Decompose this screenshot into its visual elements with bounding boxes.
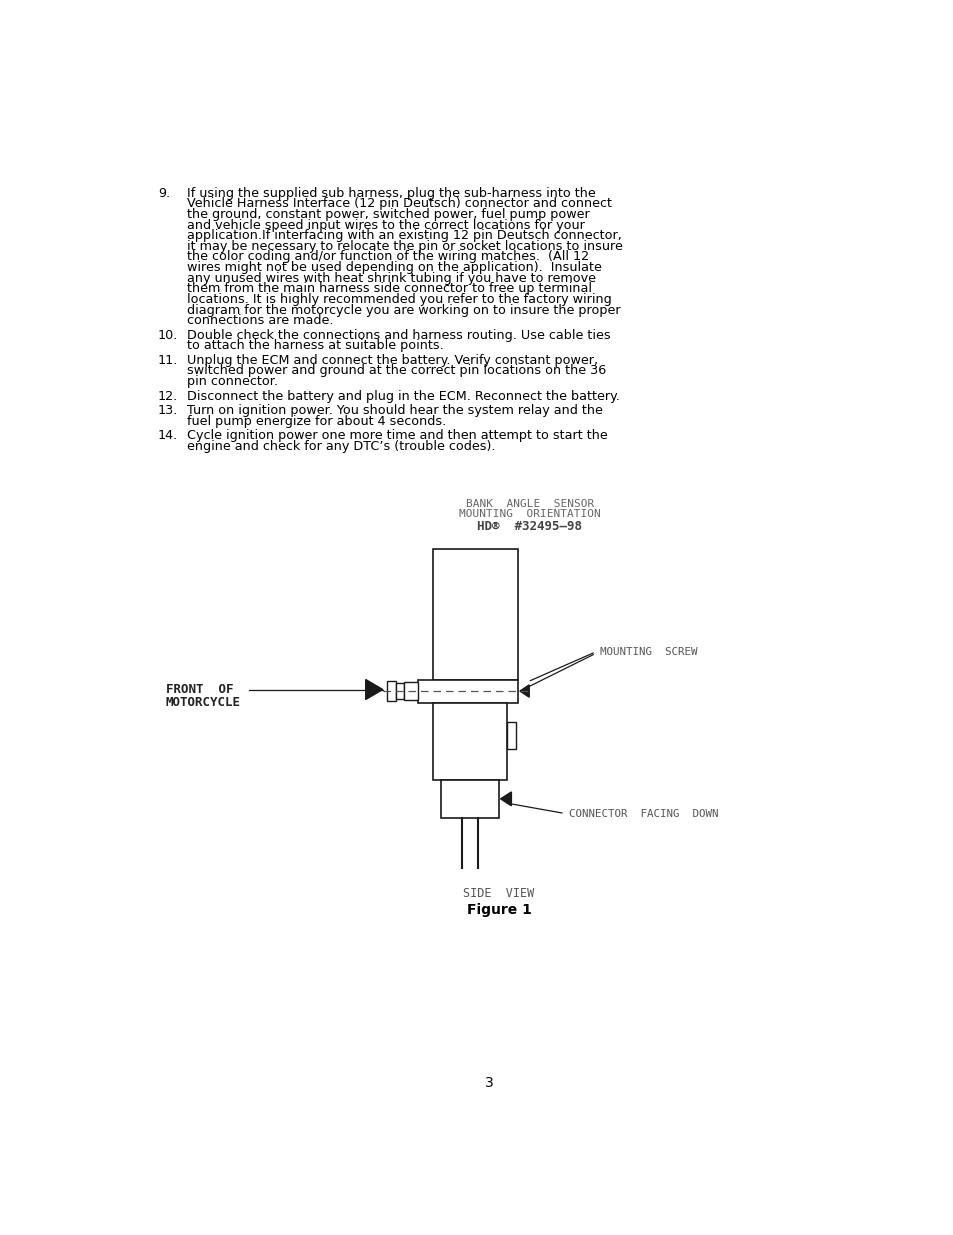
Bar — [506, 721, 516, 748]
Text: application.If interfacing with an existing 12 pin Deutsch connector,: application.If interfacing with an exist… — [187, 230, 621, 242]
Bar — [386, 680, 395, 701]
Text: MOTORCYCLE: MOTORCYCLE — [166, 695, 240, 709]
Text: pin connector.: pin connector. — [187, 375, 278, 388]
Text: and vehicle speed input wires to the correct locations for your: and vehicle speed input wires to the cor… — [187, 219, 585, 232]
Text: BANK  ANGLE  SENSOR: BANK ANGLE SENSOR — [465, 499, 594, 509]
Text: fuel pump energize for about 4 seconds.: fuel pump energize for about 4 seconds. — [187, 415, 446, 427]
Text: Unplug the ECM and connect the battery. Verify constant power,: Unplug the ECM and connect the battery. … — [187, 353, 598, 367]
Text: switched power and ground at the correct pin locations on the 36: switched power and ground at the correct… — [187, 364, 606, 378]
Text: 14.: 14. — [158, 429, 178, 442]
Text: FRONT  OF: FRONT OF — [166, 683, 233, 697]
Text: wires might not be used depending on the application).  Insulate: wires might not be used depending on the… — [187, 261, 601, 274]
Text: 13.: 13. — [158, 404, 178, 417]
Text: the color coding and/or function of the wiring matches.  (All 12: the color coding and/or function of the … — [187, 251, 589, 263]
Text: MOUNTING  SCREW: MOUNTING SCREW — [599, 647, 697, 657]
Text: Turn on ignition power. You should hear the system relay and the: Turn on ignition power. You should hear … — [187, 404, 602, 417]
Text: any unused wires with heat shrink tubing if you have to remove: any unused wires with heat shrink tubing… — [187, 272, 596, 285]
Bar — [433, 703, 506, 779]
Bar — [395, 683, 403, 699]
Polygon shape — [519, 685, 529, 698]
Text: HD®  #32495–98: HD® #32495–98 — [477, 520, 582, 534]
Text: SIDE  VIEW: SIDE VIEW — [463, 888, 534, 900]
Bar — [440, 779, 498, 818]
Text: MOUNTING  ORIENTATION: MOUNTING ORIENTATION — [458, 509, 600, 520]
Text: locations. It is highly recommended you refer to the factory wiring: locations. It is highly recommended you … — [187, 293, 612, 306]
Bar — [417, 679, 517, 703]
Text: CONNECTOR  FACING  DOWN: CONNECTOR FACING DOWN — [568, 809, 718, 819]
Text: the ground, constant power, switched power, fuel pump power: the ground, constant power, switched pow… — [187, 207, 590, 221]
Text: Vehicle Harness Interface (12 pin Deutsch) connector and connect: Vehicle Harness Interface (12 pin Deutsc… — [187, 198, 612, 210]
Bar — [403, 682, 417, 700]
Text: 11.: 11. — [158, 353, 178, 367]
Text: Figure 1: Figure 1 — [466, 903, 531, 916]
Bar — [433, 548, 517, 679]
Text: If using the supplied sub harness, plug the sub-harness into the: If using the supplied sub harness, plug … — [187, 186, 596, 200]
Text: 10.: 10. — [158, 329, 178, 342]
Text: it may be necessary to relocate the pin or socket locations to insure: it may be necessary to relocate the pin … — [187, 240, 622, 253]
Text: 9.: 9. — [158, 186, 170, 200]
Text: Disconnect the battery and plug in the ECM. Reconnect the battery.: Disconnect the battery and plug in the E… — [187, 389, 619, 403]
Polygon shape — [365, 679, 382, 699]
Text: connections are made.: connections are made. — [187, 314, 334, 327]
Text: to attach the harness at suitable points.: to attach the harness at suitable points… — [187, 340, 444, 352]
Text: them from the main harness side connector to free up terminal: them from the main harness side connecto… — [187, 283, 592, 295]
Text: Double check the connections and harness routing. Use cable ties: Double check the connections and harness… — [187, 329, 611, 342]
Text: engine and check for any DTC’s (trouble codes).: engine and check for any DTC’s (trouble … — [187, 440, 496, 453]
Polygon shape — [500, 792, 511, 805]
Text: Cycle ignition power one more time and then attempt to start the: Cycle ignition power one more time and t… — [187, 429, 608, 442]
Text: diagram for the motorcycle you are working on to insure the proper: diagram for the motorcycle you are worki… — [187, 304, 620, 316]
Text: 12.: 12. — [158, 389, 178, 403]
Text: 3: 3 — [484, 1076, 493, 1091]
